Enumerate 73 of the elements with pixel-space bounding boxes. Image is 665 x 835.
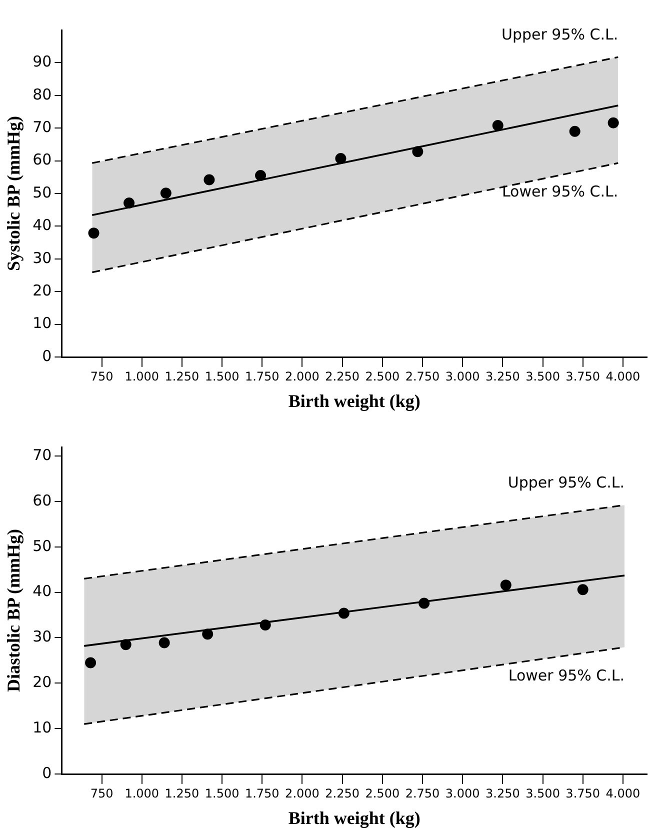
y-tick-label: 60 (32, 150, 52, 169)
y-tick-label: 50 (32, 536, 52, 555)
point (577, 584, 588, 596)
y-tick-label: 40 (32, 216, 52, 234)
y-tick-label: 20 (32, 281, 52, 300)
point (492, 120, 504, 131)
x-tick-label: 4.000 (606, 786, 640, 800)
x-tick-label: 3.500 (526, 369, 560, 384)
x-tick-label: 750 (90, 786, 114, 800)
point (608, 117, 619, 128)
point (124, 197, 135, 208)
x-tick-label: 1.500 (204, 786, 240, 800)
x-tick-label: 750 (90, 369, 114, 384)
y-tick-label: 10 (32, 718, 52, 736)
point (418, 598, 430, 609)
x-tick-label: 2.750 (405, 786, 440, 800)
x-tick-label: 2.500 (365, 786, 400, 800)
x-tick-label: 3.000 (445, 786, 480, 800)
x-axis-title: Birth weight (kg) (288, 390, 420, 411)
x-axis-title: Birth weight (kg) (288, 808, 420, 828)
y-tick-label: 20 (32, 673, 52, 692)
x-tick-label: 1.750 (244, 369, 280, 384)
point (255, 170, 266, 182)
y-tick-label: 80 (32, 85, 52, 104)
x-tick-label: 4.000 (606, 369, 640, 384)
x-tick-label: 3.750 (566, 369, 600, 384)
point (204, 174, 215, 186)
point (88, 228, 100, 239)
y-tick-label: 10 (32, 314, 52, 332)
x-tick-label: 2.500 (365, 369, 400, 384)
x-tick-label: 2.250 (325, 369, 360, 384)
y-tick-label: 70 (32, 446, 52, 464)
y-tick-label: 50 (32, 183, 52, 202)
y-tick-label: 0 (42, 764, 52, 782)
y-tick-label: 40 (32, 582, 52, 600)
point (158, 637, 170, 648)
y-tick-label: 90 (32, 52, 52, 71)
x-tick-label: 3.250 (485, 786, 520, 800)
x-tick-label: 2.750 (405, 369, 440, 384)
annotation: Upper 95% C.L. (501, 26, 618, 44)
point (85, 657, 96, 668)
annotation: Lower 95% C.L. (502, 182, 618, 200)
x-tick-label: 3.250 (485, 369, 520, 384)
point (335, 153, 346, 164)
x-tick-label: 1.750 (244, 786, 280, 800)
point (120, 639, 132, 650)
y-tick-label: 60 (32, 491, 52, 510)
point (412, 146, 424, 158)
x-tick-label: 1.500 (204, 369, 240, 384)
point (569, 126, 580, 137)
y-axis-title: Diastolic BP (mmHg) (3, 529, 24, 692)
point (160, 188, 172, 199)
point (338, 608, 350, 619)
x-tick-label: 3.000 (445, 369, 480, 384)
point (500, 580, 512, 591)
x-tick-label: 2.000 (285, 369, 320, 384)
y-tick-label: 70 (32, 118, 52, 136)
x-tick-label: 1.000 (124, 369, 160, 384)
annotation: Upper 95% C.L. (508, 474, 625, 492)
x-tick-label: 2.250 (325, 786, 360, 800)
x-tick-label: 2.000 (285, 786, 320, 800)
x-tick-label: 3.500 (526, 786, 560, 800)
x-tick-label: 1.250 (164, 369, 200, 384)
point (202, 628, 214, 640)
x-tick-label: 3.750 (566, 786, 600, 800)
y-tick-label: 30 (32, 248, 52, 267)
annotation: Lower 95% C.L. (508, 666, 625, 685)
point (260, 620, 271, 631)
x-tick-label: 1.250 (164, 786, 200, 800)
y-tick-label: 0 (42, 346, 52, 365)
x-tick-label: 1.000 (124, 786, 160, 800)
y-tick-label: 30 (32, 628, 52, 646)
y-axis-title: Systolic BP (mmHg) (3, 116, 24, 271)
